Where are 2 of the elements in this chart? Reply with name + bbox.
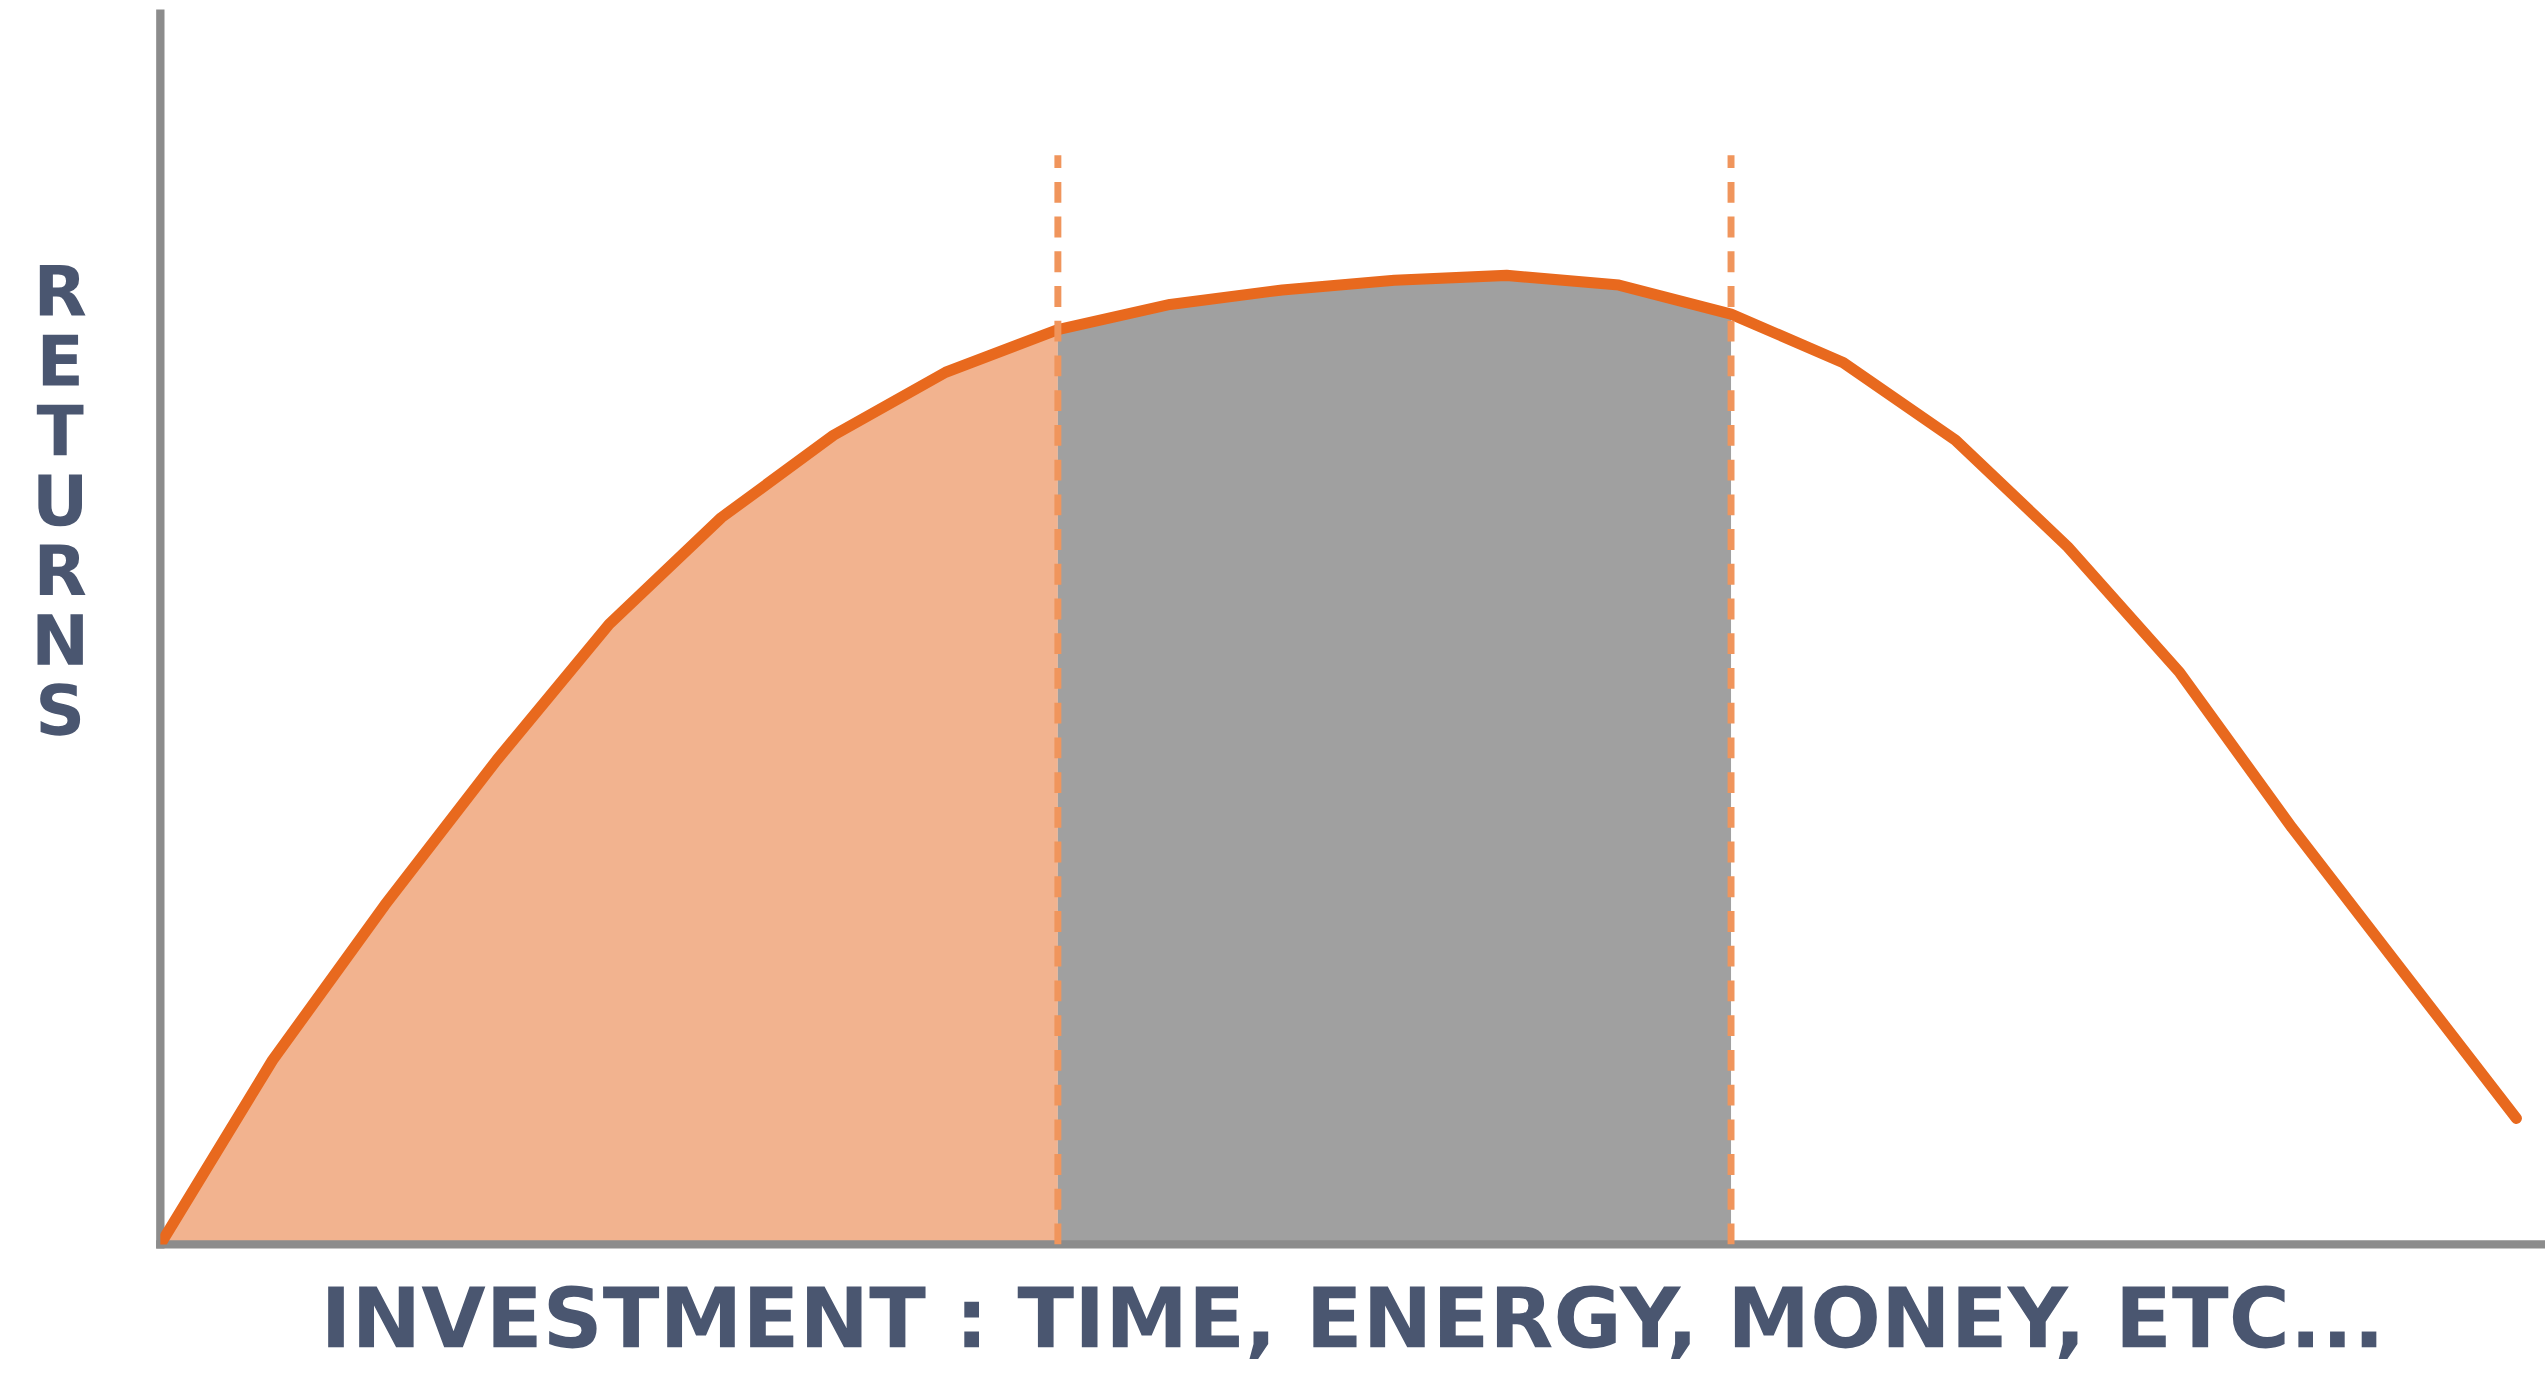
- y-axis-title: RETURNS: [36, 264, 86, 736]
- x-axis-title: INVESTMENT : TIME, ENERGY, MONEY, ETC...: [328, 1285, 2377, 1360]
